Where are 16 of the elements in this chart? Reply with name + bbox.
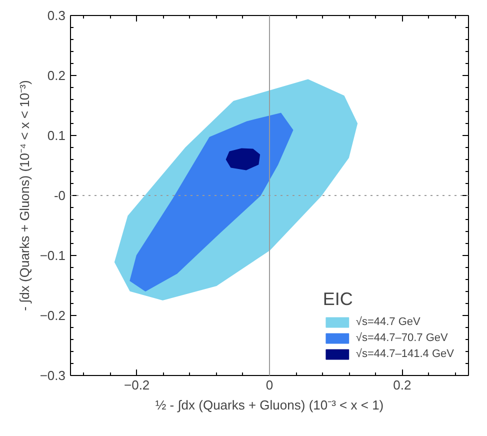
legend-title: EIC [322,289,354,310]
y-axis-title: - ∫dx (Quarks + Gluons) (10⁻⁴ < x < 10⁻³) [16,80,32,311]
x-tick-label: 0 [266,378,274,392]
y-tick-label: 0.2 [47,68,66,83]
y-tick-label: 0.1 [47,128,66,143]
y-tick-label: -0 [54,188,66,203]
y-tick-label: −0.2 [40,308,66,323]
y-tick-label: 0.3 [47,8,66,23]
legend-label: √s=44.7–141.4 GeV [356,347,454,361]
y-tick-label: −0.3 [40,368,66,383]
x-tick-label: 0.2 [393,378,412,392]
x-axis-title: ½ - ∫dx (Quarks + Gluons) (10⁻³ < x < 1) [155,398,384,412]
y-tick-label: −0.1 [40,248,66,263]
legend-label: √s=44.7 GeV [356,315,420,329]
x-tick-label: −0.2 [124,378,150,392]
legend-label: √s=44.7–70.7 GeV [356,331,448,345]
